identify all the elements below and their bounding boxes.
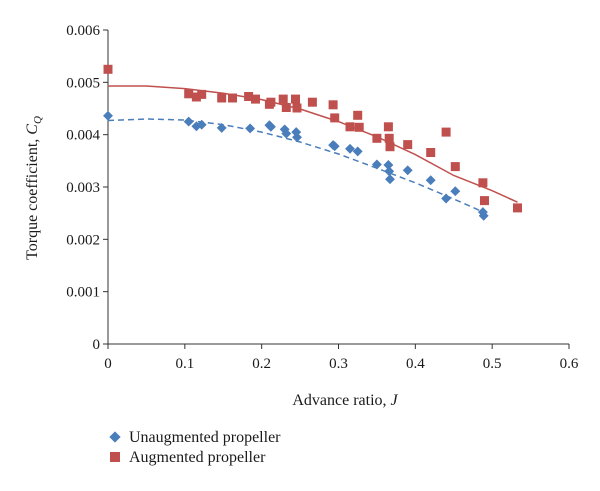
data-point-augmented: [291, 94, 300, 104]
data-point-unaugmented: [352, 146, 363, 157]
x-tick-label: 0: [104, 356, 112, 372]
data-point-unaugmented: [425, 175, 436, 186]
data-point-augmented: [197, 89, 207, 99]
data-point-augmented: [478, 178, 488, 188]
legend-marker-diamond: [109, 431, 121, 443]
data-point-augmented: [345, 122, 355, 132]
data-point-augmented: [266, 97, 276, 107]
x-tick-label: 0.5: [483, 356, 502, 372]
x-axis: 0 0.1 0.2 0.3 0.4 0.5 0.6: [104, 343, 579, 372]
y-axis: 0 0.001 0.002 0.003 0.004 0.005 0.006: [66, 23, 109, 353]
data-point-unaugmented: [103, 110, 113, 121]
data-point-unaugmented: [371, 159, 382, 170]
data-point-augmented: [217, 93, 227, 103]
x-tick-label: 0.3: [329, 356, 348, 372]
y-axis-subscript: Q: [32, 116, 44, 124]
data-point-augmented: [244, 92, 254, 101]
data-point-augmented: [450, 162, 460, 172]
data-point-augmented: [385, 142, 395, 152]
data-point-unaugmented: [402, 165, 413, 176]
data-point-unaugmented: [441, 193, 452, 204]
x-tick-label: 0.1: [175, 356, 194, 372]
y-tick-label: 0: [93, 337, 101, 353]
data-point-augmented: [480, 196, 489, 206]
data-point-augmented: [184, 89, 194, 99]
legend-entry-augmented: Augmented propeller: [110, 449, 266, 466]
legend-label-augmented: Augmented propeller: [129, 449, 266, 466]
legend-marker-square: [110, 452, 120, 462]
data-point-unaugmented: [196, 119, 207, 130]
trend-lines: [107, 85, 518, 214]
data-point-augmented: [103, 64, 113, 74]
data-point-augmented: [426, 148, 436, 157]
trend-line-unaugmented: [107, 118, 485, 214]
y-tick-label: 0.005: [66, 75, 100, 91]
data-point-augmented: [383, 122, 393, 132]
y-tick-label: 0.004: [66, 128, 100, 144]
data-point-augmented: [441, 127, 451, 137]
x-tick-label: 0.2: [252, 356, 271, 372]
data-point-unaugmented: [345, 143, 355, 154]
data-point-unaugmented: [245, 123, 256, 134]
data-point-augmented: [372, 133, 382, 143]
x-axis-variable: J: [391, 392, 399, 409]
data-point-augmented: [228, 93, 237, 103]
y-tick-label: 0.001: [66, 285, 100, 301]
trend-line-augmented: [108, 85, 518, 203]
data-point-augmented: [292, 103, 302, 113]
data-point-augmented: [307, 97, 317, 107]
legend-entry-unaugmented: Unaugmented propeller: [109, 429, 281, 446]
data-points: [103, 64, 522, 221]
y-axis-label: Torque coefficient, CQ: [24, 116, 44, 260]
data-point-augmented: [354, 122, 364, 132]
legend: Unaugmented propeller Augmented propelle…: [109, 429, 281, 466]
data-point-augmented: [278, 94, 288, 104]
x-tick-label: 0.6: [560, 356, 579, 372]
data-point-augmented: [191, 92, 201, 102]
data-point-augmented: [281, 103, 291, 112]
y-tick-label: 0.002: [66, 232, 100, 248]
data-point-augmented: [384, 133, 394, 143]
data-point-augmented: [513, 203, 522, 213]
data-point-augmented: [251, 94, 260, 104]
data-point-augmented: [328, 100, 338, 110]
data-point-augmented: [330, 113, 340, 123]
data-point-augmented: [353, 110, 363, 120]
x-axis-label: Advance ratio, J: [292, 392, 398, 409]
data-point-unaugmented: [216, 122, 227, 133]
data-point-unaugmented: [450, 186, 461, 197]
data-point-unaugmented: [183, 116, 194, 127]
data-point-unaugmented: [385, 174, 395, 185]
y-axis-variable: C: [24, 124, 41, 135]
y-tick-label: 0.003: [66, 180, 100, 196]
x-tick-label: 0.4: [406, 356, 425, 372]
legend-label-unaugmented: Unaugmented propeller: [129, 429, 281, 446]
data-point-augmented: [403, 140, 413, 150]
y-tick-label: 0.006: [66, 23, 100, 39]
